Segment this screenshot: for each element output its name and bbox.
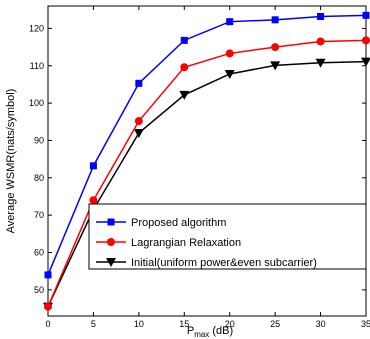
x-axis-label-subscript: max (194, 330, 209, 339)
y-tick-label: 90 (34, 135, 44, 145)
series-circle (44, 36, 370, 311)
data-point (44, 302, 52, 311)
series-line (47, 60, 367, 307)
y-tick-label: 100 (29, 98, 44, 108)
legend-label: Lagrangian Relaxation (131, 237, 241, 249)
data-point (271, 16, 279, 24)
x-tick-label: 20 (225, 319, 235, 329)
y-tick-label: 120 (29, 23, 44, 33)
x-tick-label: 5 (91, 319, 96, 329)
data-point (135, 79, 143, 87)
legend-box (88, 203, 367, 270)
data-point (224, 69, 235, 79)
axis-ticks: 0 5 10 15 20 25 30 35 50 60 70 80 90 100 110 120 (29, 6, 370, 329)
x-axis-label: Pmax (dB) (187, 325, 233, 339)
x-tick-label: 35 (361, 319, 370, 329)
data-point (44, 271, 52, 279)
x-tick-label: 0 (45, 319, 50, 329)
data-point (361, 57, 370, 67)
legend: Proposed algorithm Lagrangian Relaxation I… (88, 203, 367, 270)
legend-marker (107, 238, 115, 246)
x-tick-label: 15 (179, 319, 189, 329)
x-tick-label: 30 (316, 319, 326, 329)
data-point (362, 36, 370, 45)
series-line (47, 39, 367, 307)
data-point (315, 58, 326, 68)
data-point (225, 49, 234, 58)
data-point (362, 11, 370, 19)
data-point (270, 61, 281, 71)
x-axis-label-unit: (dB) (209, 325, 233, 337)
y-tick-label: 60 (34, 248, 44, 258)
x-tick-label: 10 (134, 319, 144, 329)
legend-label: Initial(uniform power&even subcarrier) (131, 257, 317, 269)
data-point (180, 36, 188, 44)
data-point (179, 90, 190, 100)
series-layer (43, 11, 370, 312)
data-point (317, 12, 325, 20)
series-square (44, 11, 370, 279)
y-tick-label: 50 (34, 285, 44, 295)
series-triangle-down (43, 57, 370, 312)
data-point (89, 162, 97, 170)
x-tick-label: 25 (270, 319, 280, 329)
data-point (180, 63, 189, 72)
y-axis-label: Average WSMR(nats/symbol) (5, 89, 17, 234)
series-line (47, 14, 367, 276)
y-tick-label: 80 (34, 173, 44, 183)
data-point (133, 128, 144, 138)
x-axis-label-main: P (187, 325, 194, 337)
data-point (89, 196, 98, 205)
legend-marker (106, 258, 116, 267)
y-tick-label: 110 (30, 61, 44, 71)
data-point (226, 18, 234, 26)
data-point (316, 37, 325, 46)
y-tick-label: 70 (34, 210, 44, 220)
legend-label: Proposed algorithm (131, 217, 226, 229)
data-point (134, 117, 143, 126)
data-point (271, 43, 280, 52)
legend-marker (107, 218, 115, 226)
